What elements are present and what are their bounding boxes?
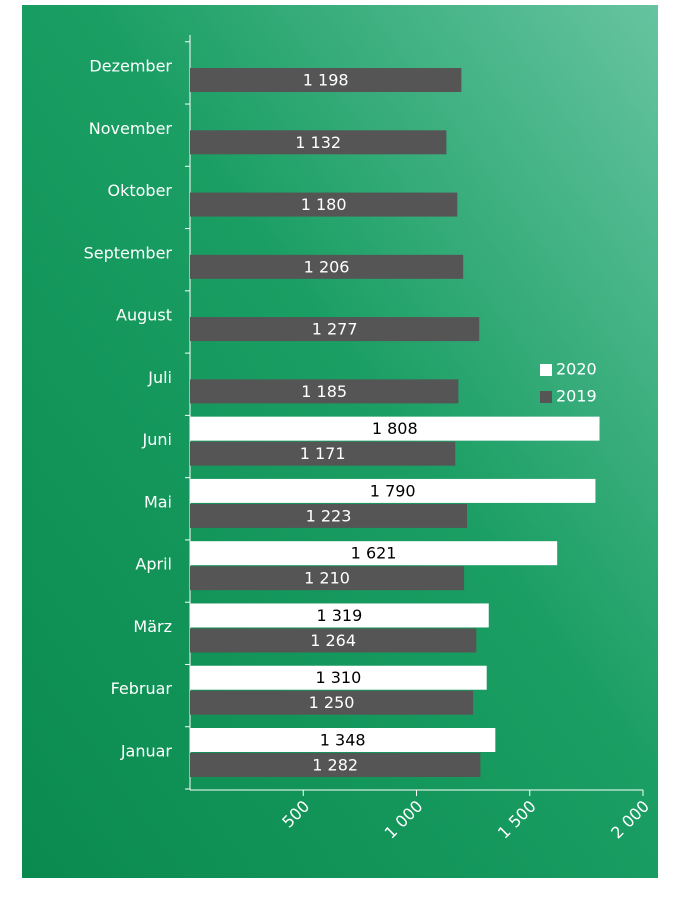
bar: [190, 317, 480, 342]
bar: [190, 566, 465, 591]
y-tick-label: Januar: [120, 742, 173, 761]
y-tick-label: Juli: [147, 368, 172, 387]
bar: [190, 628, 477, 653]
data-label: 1 210: [304, 569, 350, 588]
data-label: 1 180: [301, 195, 347, 214]
bar: [190, 690, 474, 715]
data-label: 1 319: [316, 606, 362, 625]
bar: [190, 541, 558, 566]
bar: [190, 478, 596, 503]
y-tick-label: November: [89, 119, 173, 138]
legend-swatch: [540, 364, 552, 376]
y-tick-label: Juni: [142, 430, 172, 449]
data-label: 1 132: [295, 133, 341, 152]
bar: [190, 130, 447, 155]
bar: [190, 192, 458, 217]
y-tick-label: April: [135, 555, 172, 574]
data-label: 1 206: [304, 257, 350, 276]
data-label: 1 282: [312, 756, 358, 775]
bar: [190, 254, 464, 279]
y-tick-label: Februar: [111, 679, 173, 698]
y-tick-label: Oktober: [108, 181, 173, 200]
y-tick-label: März: [133, 617, 172, 636]
data-label: 1 264: [310, 631, 356, 650]
y-tick-label: September: [84, 243, 173, 262]
bar: [190, 416, 600, 441]
data-label: 1 250: [309, 693, 355, 712]
data-label: 1 185: [301, 382, 347, 401]
legend-label: 2019: [556, 387, 597, 406]
data-label: 1 223: [306, 506, 352, 525]
bar: [190, 753, 481, 777]
bar: [190, 379, 459, 404]
data-label: 1 198: [303, 71, 349, 90]
data-label: 1 621: [351, 544, 397, 563]
data-label: 1 808: [372, 419, 418, 438]
data-label: 1 171: [300, 444, 346, 463]
data-label: 1 310: [315, 668, 361, 687]
bar: [190, 503, 468, 528]
legend-label: 2020: [556, 360, 597, 379]
data-label: 1 277: [312, 320, 358, 339]
data-label: 1 790: [370, 481, 416, 500]
data-label: 1 348: [320, 731, 366, 750]
bar: [190, 603, 489, 628]
y-tick-label: August: [116, 306, 172, 325]
bar: [190, 441, 456, 466]
y-tick-label: Dezember: [89, 57, 172, 76]
y-tick-label: Mai: [144, 492, 172, 511]
bar: [190, 665, 487, 690]
bar: [190, 68, 462, 93]
legend-swatch: [540, 391, 552, 403]
bar: [190, 728, 496, 752]
